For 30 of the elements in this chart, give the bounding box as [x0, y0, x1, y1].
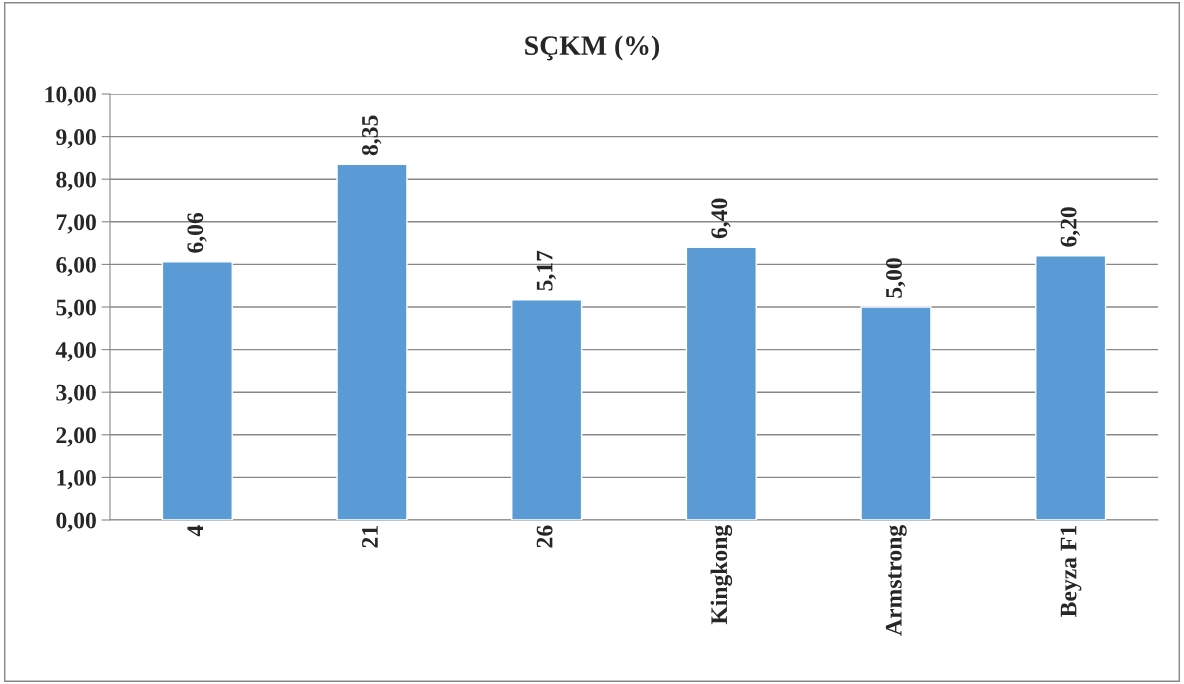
- y-tick-label: 7,00: [56, 214, 96, 234]
- y-tick-label: 5,00: [56, 299, 96, 319]
- data-label: 6,40: [711, 198, 731, 239]
- y-tick-label: 8,00: [56, 171, 96, 192]
- data-label: 8,35: [361, 115, 382, 156]
- y-tick-label: 3,00: [56, 384, 96, 405]
- y-tick-label: 1,00: [57, 469, 96, 490]
- y-tick-label: 6,00: [56, 256, 96, 277]
- data-label: 6,06: [187, 212, 207, 253]
- y-tick-label: 10,00: [45, 86, 96, 106]
- x-tick-label: Armstrong: [885, 525, 907, 636]
- x-tick-label: 4: [187, 525, 204, 537]
- data-label: 5,17: [536, 250, 556, 291]
- bar: [1035, 255, 1107, 520]
- x-tick-label: 21: [362, 526, 378, 548]
- y-tick-label: 2,00: [56, 427, 96, 447]
- x-tick-label: Kingkong: [710, 525, 733, 625]
- bar: [161, 261, 233, 520]
- x-tick-label: Beyza F1: [1060, 526, 1082, 617]
- y-tick-label: 4,00: [55, 342, 96, 362]
- bar: [860, 306, 932, 520]
- data-label: 5,00: [885, 258, 906, 298]
- bar: [511, 299, 583, 520]
- bar: [685, 246, 757, 520]
- chart-title: SÇKM (%): [525, 35, 660, 61]
- y-tick-label: 9,00: [56, 129, 96, 149]
- y-tick-label: 0,00: [56, 512, 96, 532]
- x-tick-label: 26: [536, 525, 553, 548]
- data-label: 6,20: [1060, 207, 1080, 247]
- bar: [336, 163, 408, 520]
